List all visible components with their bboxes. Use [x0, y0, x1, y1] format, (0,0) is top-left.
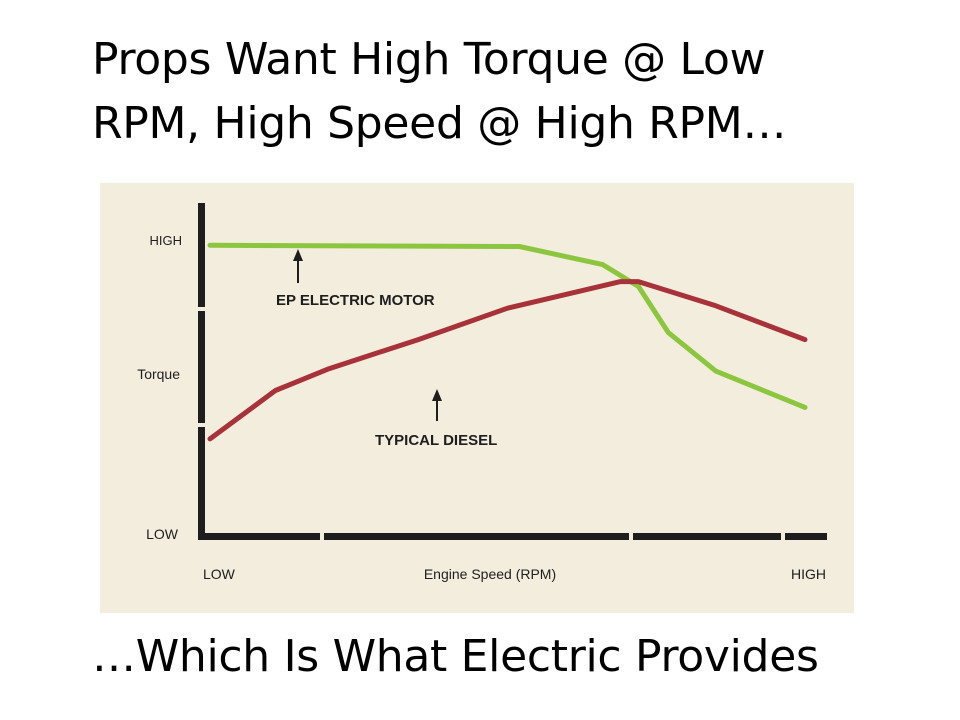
series-label-typical-diesel: TYPICAL DIESEL [375, 432, 497, 449]
series-line-ep-electric-motor [207, 242, 808, 410]
y-tick-label-low: LOW [146, 526, 179, 542]
chart-background [100, 183, 854, 613]
torque-chart: HIGH Torque LOW LOW Engine Speed (RPM) H… [100, 183, 854, 613]
slide-title: Props Want High Torque @ Low RPM, High S… [92, 28, 912, 156]
series-line-typical-diesel [207, 279, 808, 442]
chart-svg: HIGH Torque LOW LOW Engine Speed (RPM) H… [100, 183, 854, 613]
y-axis-segment-bottom [198, 427, 205, 540]
slide-title-line-1: Props Want High Torque @ Low [92, 34, 766, 85]
x-tick-label-high: HIGH [791, 566, 826, 582]
diesel-arrow-head-icon [432, 389, 442, 401]
slide-caption: …Which Is What Electric Provides [92, 631, 819, 682]
slide-title-line-2: RPM, High Speed @ High RPM… [92, 98, 787, 149]
y-axis-label: Torque [137, 366, 180, 382]
y-axis-segment-middle [198, 311, 205, 423]
y-tick-label-high: HIGH [150, 233, 183, 248]
x-axis-label: Engine Speed (RPM) [424, 566, 556, 582]
x-axis-segment-4 [785, 533, 827, 540]
series-label-ep-electric-motor: EP ELECTRIC MOTOR [276, 292, 435, 309]
x-tick-label-low: LOW [203, 566, 236, 582]
electric-motor-arrow-head-icon [293, 249, 303, 261]
x-axis-segment-1 [198, 533, 320, 540]
x-axis-segment-2 [324, 533, 629, 540]
y-axis-segment-top [198, 203, 205, 307]
x-axis-segment-3 [633, 533, 781, 540]
